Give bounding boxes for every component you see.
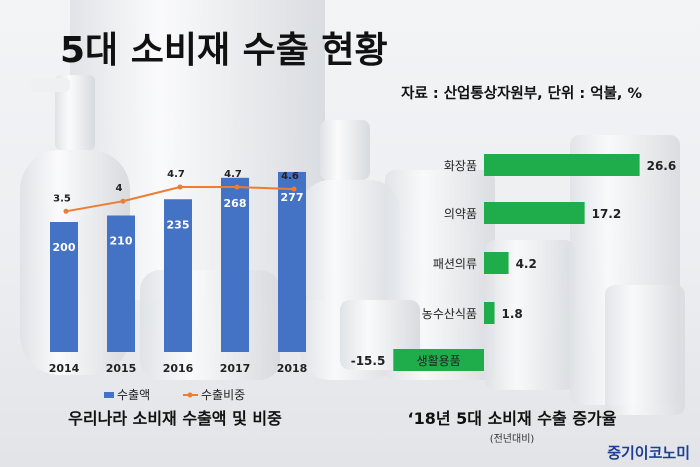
share-point [177, 184, 183, 190]
amount-bar-label: 268 [224, 197, 247, 210]
tube-shape-2 [485, 240, 575, 390]
legend-line-marker [187, 392, 193, 398]
amount-bar [221, 177, 249, 352]
share-point [234, 184, 240, 190]
amount-bar [164, 199, 192, 352]
right-chart-subtitle: (전년대비) [490, 433, 535, 445]
amount-bar-label: 277 [281, 191, 304, 204]
year-tick-label: 2014 [49, 362, 80, 375]
growth-bar [484, 302, 495, 324]
growth-value-label: 17.2 [592, 207, 622, 221]
growth-bar [484, 154, 640, 176]
year-tick-label: 2017 [220, 362, 251, 375]
right-chart-title: ‘18년 5대 소비재 수출 증가율 [408, 409, 617, 428]
pump-head-shape [55, 75, 95, 150]
amount-bar-label: 235 [167, 218, 190, 231]
amount-bar-label: 200 [53, 241, 76, 254]
left-chart-title: 우리나라 소비재 수출액 및 비중 [68, 409, 282, 428]
share-point-label: 4.6 [281, 171, 299, 182]
amount-bar [278, 171, 306, 352]
share-point-label: 4 [116, 183, 123, 194]
growth-bar [484, 202, 585, 224]
amount-bar-label: 210 [110, 235, 133, 248]
share-point-label: 3.5 [53, 193, 71, 204]
category-label: 농수산식품 [422, 307, 477, 321]
amount-bar [50, 222, 78, 352]
growth-value-label: 26.6 [647, 159, 677, 173]
growth-bar [484, 252, 509, 274]
share-point-label: 4.7 [224, 169, 242, 180]
legend-line-label: 수출비중 [201, 388, 245, 402]
brand-logo: 중기이코노미 [607, 444, 690, 462]
category-label: 패션의류 [433, 257, 477, 271]
share-point-label: 4.7 [167, 169, 185, 180]
growth-value-label: -15.5 [351, 354, 386, 368]
growth-bar [393, 349, 484, 371]
soap-pump-shape [320, 120, 370, 180]
share-point [63, 208, 69, 214]
growth-value-label: 1.8 [502, 307, 523, 321]
year-tick-label: 2015 [106, 362, 137, 375]
year-tick-label: 2018 [277, 362, 308, 375]
category-label: 생활용품 [417, 354, 461, 368]
share-point [291, 186, 297, 192]
legend-bar-label: 수출액 [117, 388, 150, 402]
year-tick-label: 2016 [163, 362, 194, 375]
source-note: 자료 : 산업통상자원부, 단위 : 억불, % [401, 84, 642, 102]
pump-nozzle-shape [30, 78, 70, 92]
export-growth-chart: 화장품 26.6 의약품 17.2 패션의류 4.2 농수산식품 1.8 생활용품 -15.5 [351, 154, 676, 371]
export-amount-chart: 200 2014 210 2015 235 2016 268 2017 277 2018 3.5 4 4… [49, 169, 308, 402]
category-label: 의약품 [444, 206, 477, 221]
page-title: 5대 소비재 수출 현황 [60, 30, 388, 71]
share-point [120, 198, 126, 204]
amount-bar [107, 215, 135, 352]
tube-shape-4 [605, 285, 685, 415]
category-label: 화장품 [444, 159, 477, 173]
growth-value-label: 4.2 [516, 257, 537, 271]
